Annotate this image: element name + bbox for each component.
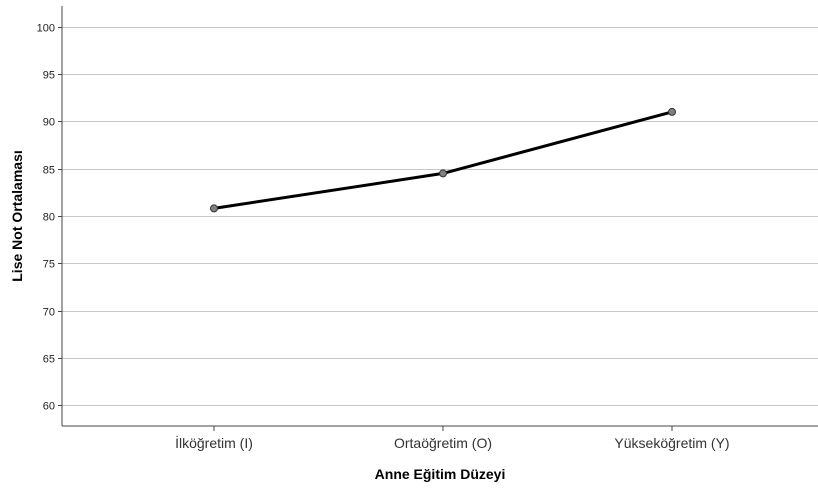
y-tick-label: 90 (43, 117, 55, 129)
x-tick-label: İlköğretim (I) (175, 434, 253, 451)
y-tick-label: 100 (37, 23, 55, 35)
y-ticks: 60 65 70 75 80 85 90 95 100 (37, 23, 62, 413)
y-tick-label: 75 (43, 259, 55, 271)
y-tick-label: 85 (43, 165, 55, 177)
series-group (210, 107, 676, 213)
data-point (668, 107, 676, 116)
x-tick-label: Ortaöğretim (O) (394, 435, 492, 451)
y-tick-label: 65 (43, 354, 55, 366)
y-tick-label: 60 (43, 401, 55, 413)
series-line (213, 110, 673, 210)
y-tick-label: 80 (43, 212, 55, 224)
data-point (210, 204, 218, 213)
data-point (439, 169, 447, 178)
x-axis-title: Anne Eğitim Düzeyi (375, 466, 506, 482)
x-ticks: İlköğretim (I) Ortaöğretim (O) Yükseköğret… (175, 426, 730, 451)
y-tick-label: 95 (43, 70, 55, 82)
y-tick-label: 70 (43, 307, 55, 319)
y-axis-title: Lise Not Ortalaması (9, 150, 25, 282)
gridlines (62, 27, 818, 406)
x-tick-label: Yükseköğretim (Y) (614, 435, 729, 451)
